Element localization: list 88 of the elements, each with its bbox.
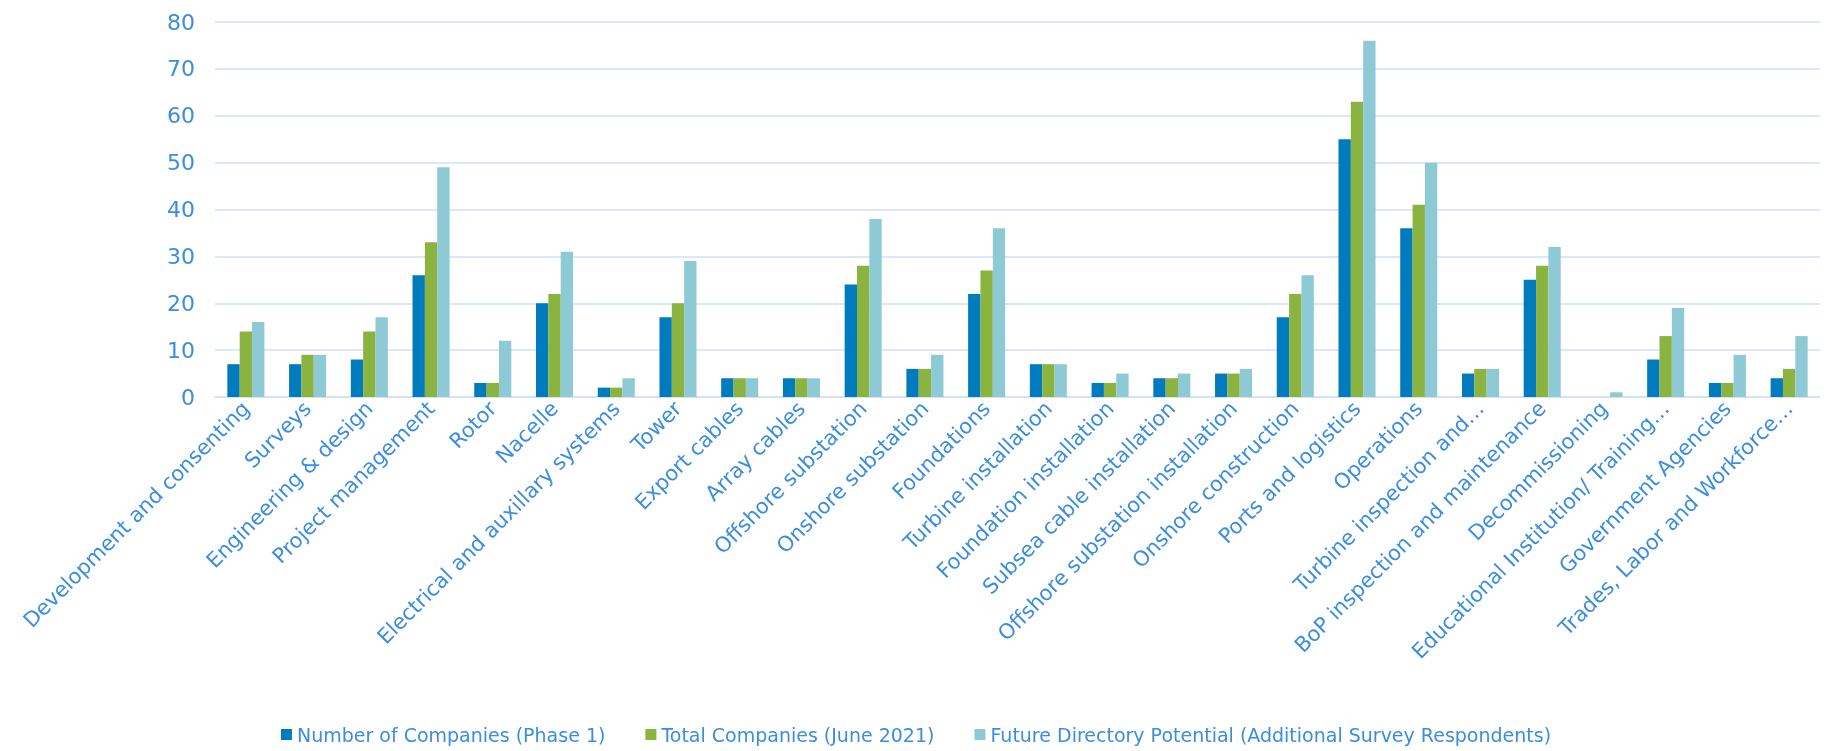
bar <box>1301 275 1314 397</box>
bar <box>1733 354 1746 397</box>
bar <box>1029 364 1043 397</box>
bar <box>1523 279 1537 397</box>
bar <box>844 284 857 397</box>
bar <box>1647 359 1660 397</box>
bar <box>918 368 932 397</box>
bar <box>795 378 808 397</box>
bar <box>548 293 561 397</box>
bar <box>931 354 944 397</box>
bar <box>239 331 253 397</box>
y-tick-label: 40 <box>167 197 195 222</box>
bar <box>745 378 759 397</box>
bar <box>622 378 635 397</box>
bar <box>1239 368 1253 397</box>
bar <box>474 382 487 397</box>
bar <box>560 251 574 397</box>
bar <box>437 167 450 397</box>
bar <box>424 242 438 397</box>
bar <box>350 359 364 397</box>
bar <box>1708 382 1722 397</box>
y-tick-label: 80 <box>167 9 195 35</box>
bar <box>610 387 623 397</box>
bar <box>1610 392 1623 397</box>
y-tick-label: 60 <box>167 103 195 129</box>
bar <box>659 317 672 397</box>
y-tick-label: 50 <box>167 150 195 176</box>
bar <box>375 317 388 397</box>
bar <box>721 378 734 397</box>
bar <box>1770 378 1783 397</box>
bar <box>968 293 981 397</box>
bar <box>1165 378 1178 397</box>
bar <box>301 354 314 397</box>
bar <box>1276 317 1290 397</box>
bar <box>1363 40 1376 397</box>
bar <box>1412 204 1425 397</box>
bar <box>980 270 993 397</box>
bar <box>1782 368 1796 397</box>
bar <box>1178 373 1191 397</box>
bar <box>1795 336 1808 397</box>
bar <box>671 303 685 397</box>
bar <box>252 322 265 397</box>
y-tick-label: 0 <box>181 384 195 410</box>
bar <box>1215 373 1228 397</box>
bar <box>992 228 1006 397</box>
bar <box>313 354 327 397</box>
bar <box>1338 139 1351 397</box>
legend-label: Total Companies (June 2021) <box>660 723 935 746</box>
bar <box>1486 368 1499 397</box>
y-tick-label: 70 <box>167 56 195 82</box>
y-tick-label: 20 <box>167 290 195 316</box>
y-tick-label: 10 <box>167 337 195 363</box>
bar <box>1350 101 1364 397</box>
bar <box>1536 265 1549 397</box>
bar <box>1054 364 1067 397</box>
bar <box>1424 162 1438 397</box>
bar <box>733 378 746 397</box>
bar <box>498 340 512 397</box>
legend-label: Future Directory Potential (Additional Survey Respondents) <box>990 723 1552 746</box>
bar <box>1042 364 1055 397</box>
bar <box>1659 336 1672 397</box>
bar <box>684 261 697 397</box>
bar <box>807 378 820 397</box>
bar <box>1721 382 1734 397</box>
bar <box>782 378 796 397</box>
bar <box>1461 373 1475 397</box>
bar <box>869 218 882 397</box>
legend-label: Number of Companies (Phase 1) <box>296 723 606 746</box>
bar <box>289 364 302 397</box>
bar <box>1091 382 1104 397</box>
bar <box>1153 378 1166 397</box>
bar <box>1548 247 1561 397</box>
bar <box>1671 307 1685 397</box>
bar <box>906 368 919 397</box>
bar <box>1289 293 1302 397</box>
bar <box>536 303 549 397</box>
bar <box>486 382 499 397</box>
y-tick-label: 30 <box>167 243 195 269</box>
bar <box>857 265 870 397</box>
bar <box>1474 368 1487 397</box>
bar <box>412 275 425 397</box>
bar <box>1227 373 1240 397</box>
bar <box>363 331 376 397</box>
bar <box>1103 382 1117 397</box>
bar <box>1400 228 1413 397</box>
bar <box>597 387 611 397</box>
bar <box>1116 373 1129 397</box>
bar <box>227 364 240 397</box>
